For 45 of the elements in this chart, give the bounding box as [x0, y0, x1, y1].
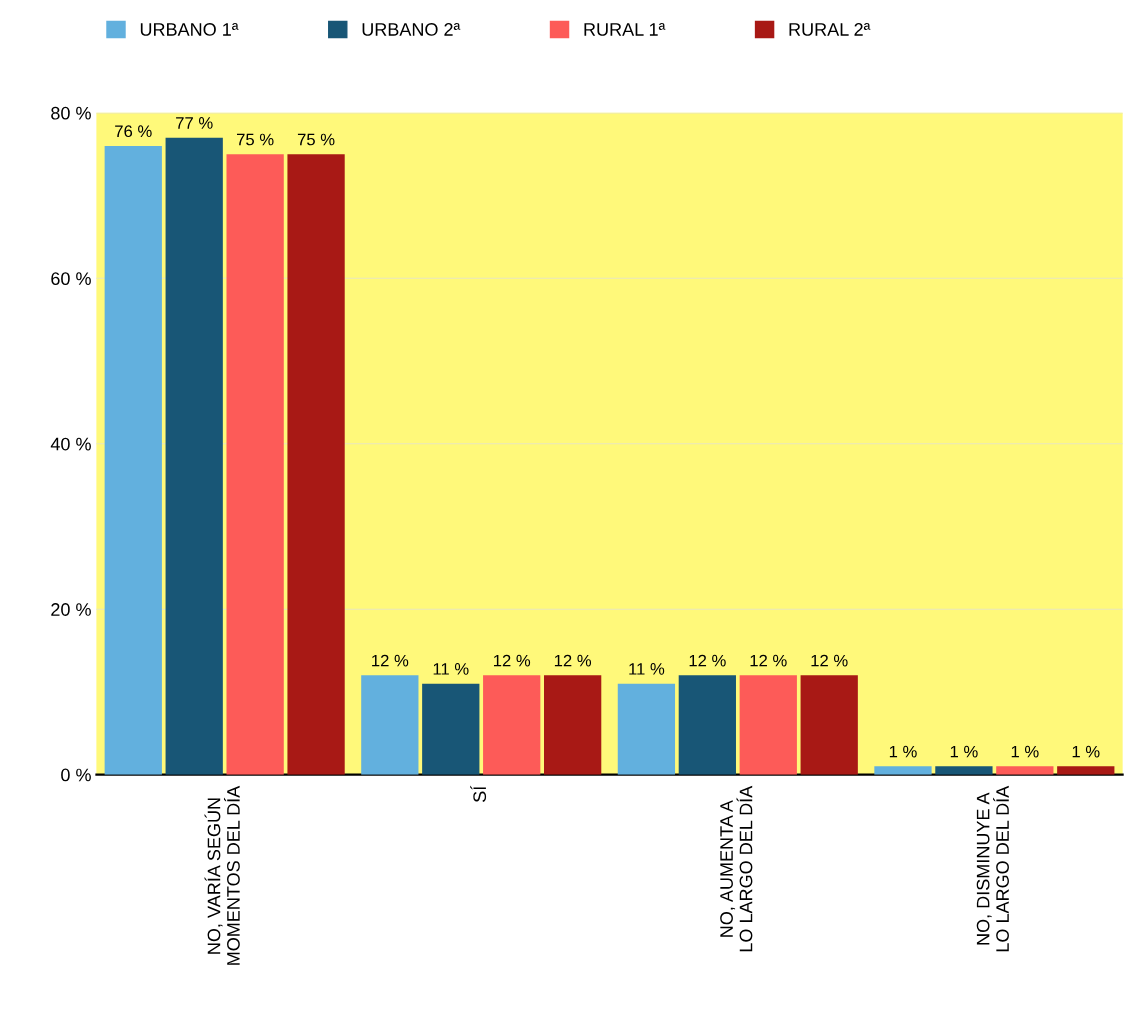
data-label: 11 % — [433, 663, 469, 675]
legend-label: RURAL 1ª — [584, 23, 666, 36]
data-label: 12 % — [554, 654, 592, 667]
bar — [104, 145, 162, 775]
legend-label: URBANO 1ª — [140, 23, 239, 36]
data-label: 75 % — [237, 133, 274, 146]
data-label: 77 % — [176, 117, 213, 129]
x-tick-label: NO, DISMINUYE A LO LARGO DEL DÍA — [976, 785, 1009, 952]
data-label: 12 % — [750, 654, 787, 667]
data-label: 12 % — [811, 654, 848, 667]
bar — [996, 766, 1054, 775]
y-tick-label: 80 % — [51, 106, 91, 120]
y-tick-label: 0 % — [61, 768, 91, 782]
legend-label: RURAL 2ª — [789, 23, 871, 36]
bar — [935, 766, 993, 775]
bar — [1057, 766, 1115, 775]
bar — [226, 154, 284, 775]
data-label: 12 % — [689, 654, 726, 667]
data-label: 1 % — [1072, 745, 1100, 758]
bar — [165, 137, 223, 775]
y-tick-label: 20 % — [51, 603, 91, 616]
bar — [361, 675, 419, 775]
data-label: 1 % — [950, 745, 978, 758]
bar — [739, 675, 797, 775]
x-tick-label: NO, VARÍA SEGÚN MOMENTOS DEL DÍA — [204, 785, 240, 965]
bar — [544, 675, 602, 775]
bar — [483, 675, 541, 775]
y-tick-label: 60 % — [51, 272, 91, 286]
bar — [800, 675, 858, 775]
data-label: 12 % — [493, 654, 531, 667]
legend-label: URBANO 2ª — [362, 23, 461, 36]
x-tick-label: SÍ — [470, 785, 487, 802]
bar — [287, 154, 345, 775]
data-label: 1 % — [889, 745, 917, 758]
x-tick-label: NO, AUMENTA A LO LARGO DEL DÍA — [720, 785, 753, 952]
bar — [678, 675, 736, 775]
data-label: 75 % — [297, 133, 335, 146]
data-label: 12 % — [372, 654, 409, 667]
data-label: 11 % — [629, 663, 665, 675]
bar — [617, 683, 676, 775]
data-label: 1 % — [1011, 745, 1039, 758]
data-label: 76 % — [115, 125, 152, 138]
bar — [422, 683, 480, 775]
y-tick-label: 40 % — [50, 437, 91, 451]
bar — [874, 766, 932, 775]
